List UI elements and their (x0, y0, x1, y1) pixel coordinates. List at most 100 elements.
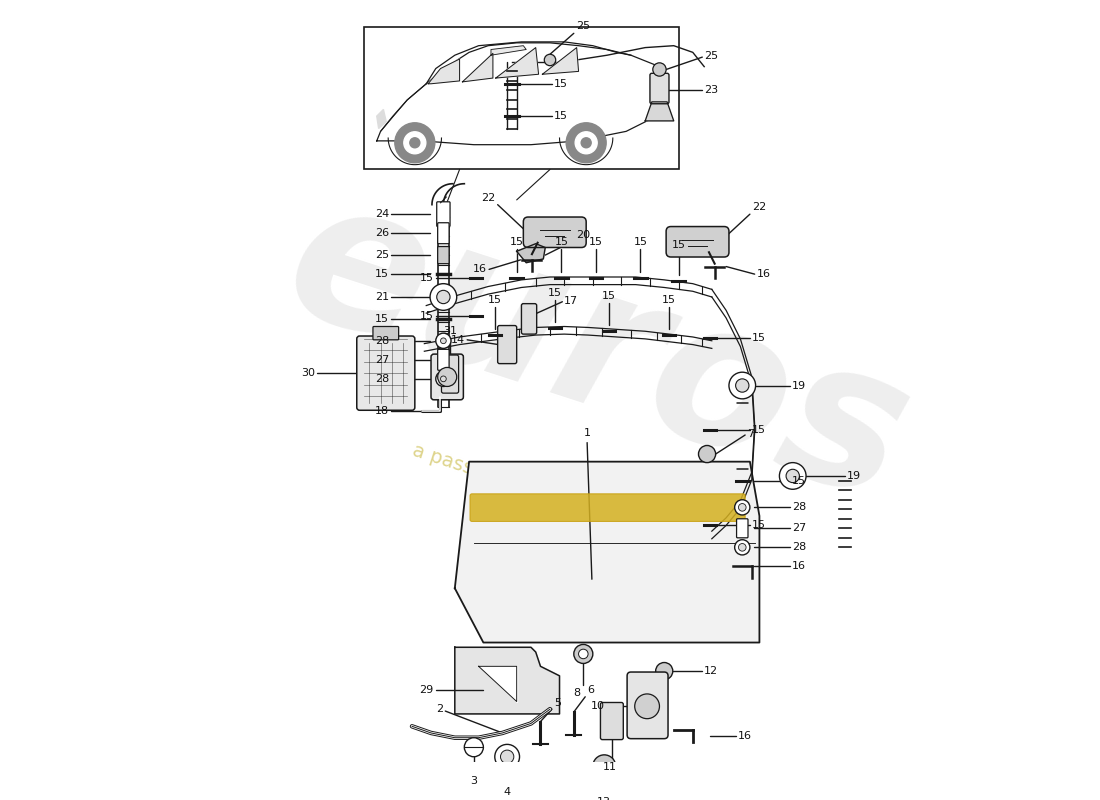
Text: 15: 15 (553, 78, 568, 89)
Circle shape (579, 649, 588, 658)
Text: 15: 15 (751, 521, 766, 530)
Polygon shape (478, 666, 517, 702)
Text: 26: 26 (375, 228, 389, 238)
Text: 23: 23 (704, 86, 718, 95)
Circle shape (656, 662, 673, 680)
Text: 10: 10 (591, 702, 605, 711)
Polygon shape (542, 47, 579, 74)
Circle shape (566, 122, 606, 162)
Circle shape (780, 462, 806, 490)
Circle shape (410, 138, 420, 148)
FancyBboxPatch shape (356, 336, 415, 410)
Circle shape (404, 132, 426, 154)
Text: 1: 1 (584, 428, 591, 438)
FancyBboxPatch shape (438, 222, 449, 244)
Circle shape (736, 379, 749, 392)
Polygon shape (462, 54, 493, 82)
Polygon shape (496, 47, 539, 78)
Text: 15: 15 (375, 269, 389, 279)
Text: 13: 13 (597, 797, 612, 800)
Text: 28: 28 (375, 374, 389, 384)
Text: 7: 7 (747, 429, 755, 439)
Circle shape (593, 755, 616, 778)
Text: 5: 5 (553, 698, 561, 708)
FancyBboxPatch shape (373, 326, 398, 340)
Circle shape (438, 367, 456, 386)
Circle shape (436, 371, 451, 386)
Circle shape (735, 500, 750, 515)
Text: a passion for auto since 1985: a passion for auto since 1985 (410, 442, 690, 549)
Circle shape (735, 540, 750, 555)
Text: 15: 15 (548, 288, 562, 298)
Text: 12: 12 (704, 666, 718, 676)
Text: 25: 25 (704, 51, 718, 61)
Text: 15: 15 (751, 426, 766, 435)
Circle shape (738, 543, 746, 551)
Text: 15: 15 (588, 238, 603, 247)
Circle shape (437, 290, 450, 304)
Circle shape (395, 122, 434, 162)
Text: 15: 15 (602, 290, 616, 301)
Polygon shape (491, 46, 526, 55)
Text: euros: euros (264, 161, 931, 543)
Text: 28: 28 (792, 502, 806, 512)
Text: 22: 22 (482, 193, 496, 202)
Polygon shape (454, 462, 759, 642)
FancyBboxPatch shape (667, 226, 729, 257)
Text: 14: 14 (451, 335, 465, 345)
Text: 25: 25 (375, 250, 389, 260)
Text: 16: 16 (737, 731, 751, 741)
Circle shape (738, 503, 746, 511)
Bar (364, 26, 679, 170)
Polygon shape (454, 647, 560, 714)
Text: 27: 27 (792, 523, 806, 534)
Text: 15: 15 (375, 314, 389, 324)
Text: 31: 31 (443, 326, 458, 336)
Text: 15: 15 (662, 294, 676, 305)
Circle shape (698, 446, 716, 462)
Circle shape (729, 372, 756, 399)
Text: 25: 25 (575, 22, 590, 31)
Circle shape (786, 470, 800, 482)
Text: 19: 19 (847, 471, 861, 481)
Text: 11: 11 (603, 762, 617, 771)
Text: 15: 15 (487, 294, 502, 305)
FancyBboxPatch shape (497, 326, 517, 364)
Circle shape (635, 694, 660, 718)
Text: 15: 15 (554, 238, 569, 247)
FancyBboxPatch shape (737, 518, 748, 538)
Circle shape (652, 63, 667, 76)
Text: 2: 2 (437, 704, 443, 714)
Text: 6: 6 (587, 685, 594, 695)
Text: 3: 3 (471, 776, 477, 786)
FancyBboxPatch shape (437, 202, 450, 226)
Circle shape (464, 738, 483, 757)
Text: 8: 8 (573, 688, 580, 698)
Circle shape (436, 333, 451, 348)
Text: 15: 15 (553, 111, 568, 121)
Text: 4: 4 (504, 787, 510, 798)
Text: 24: 24 (375, 209, 389, 219)
Text: 16: 16 (757, 269, 771, 279)
Text: 19: 19 (792, 381, 806, 390)
FancyBboxPatch shape (441, 355, 459, 393)
Text: 15: 15 (671, 240, 685, 250)
Text: 15: 15 (751, 333, 766, 343)
Text: 21: 21 (375, 292, 389, 302)
Circle shape (575, 132, 597, 154)
Circle shape (581, 138, 591, 148)
Text: 30: 30 (301, 368, 315, 378)
FancyBboxPatch shape (470, 494, 745, 522)
FancyBboxPatch shape (521, 304, 537, 334)
Circle shape (495, 744, 519, 769)
FancyBboxPatch shape (650, 74, 669, 104)
FancyBboxPatch shape (524, 217, 586, 247)
Circle shape (544, 54, 556, 66)
Text: 27: 27 (375, 355, 389, 365)
Text: 15: 15 (420, 311, 433, 321)
Polygon shape (428, 59, 460, 84)
Text: 28: 28 (792, 542, 806, 552)
Text: 15: 15 (634, 238, 648, 247)
Polygon shape (517, 244, 546, 262)
FancyBboxPatch shape (438, 350, 449, 370)
